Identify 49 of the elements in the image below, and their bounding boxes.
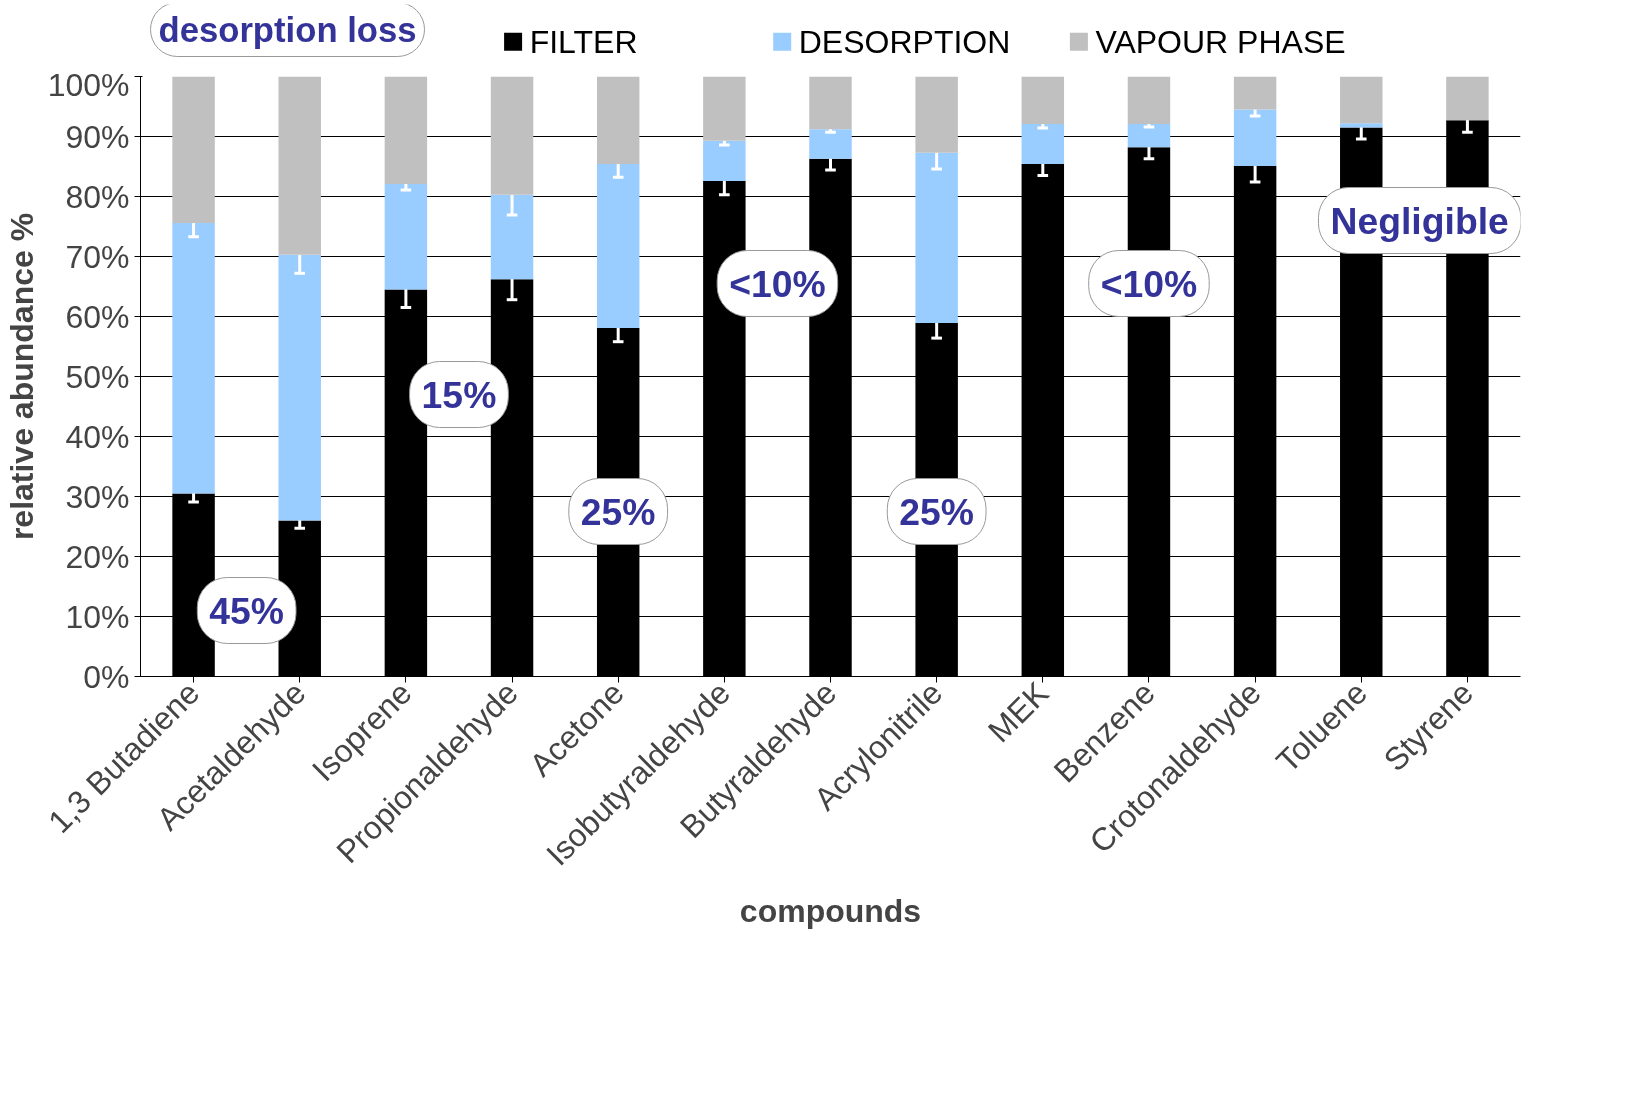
y-tick-label: 90% bbox=[65, 118, 130, 155]
bar bbox=[1021, 123, 1065, 165]
bar bbox=[384, 76, 428, 184]
annotation: 25% bbox=[580, 490, 656, 533]
bar bbox=[490, 194, 534, 280]
bar bbox=[1127, 76, 1171, 124]
bar bbox=[490, 76, 534, 195]
y-tick-label: 70% bbox=[65, 238, 130, 275]
bar bbox=[1233, 76, 1277, 110]
annotation: Negligible bbox=[1330, 199, 1509, 242]
bar bbox=[172, 222, 215, 494]
bar bbox=[809, 129, 852, 159]
bar bbox=[915, 152, 958, 324]
bar bbox=[596, 164, 640, 328]
y-tick-label: 50% bbox=[65, 358, 130, 395]
bar bbox=[1340, 123, 1383, 128]
annotation: 15% bbox=[421, 373, 497, 416]
annotation: 25% bbox=[899, 490, 975, 533]
bar bbox=[278, 254, 321, 521]
annotation: <10% bbox=[729, 262, 826, 305]
bar bbox=[915, 76, 958, 153]
annotation: <10% bbox=[1100, 262, 1198, 305]
annotation: 45% bbox=[209, 589, 285, 632]
bar bbox=[278, 76, 321, 255]
bar bbox=[809, 76, 852, 130]
y-tick-label: 0% bbox=[83, 658, 130, 695]
y-tick-label: 100% bbox=[47, 66, 130, 103]
y-tick-label: 10% bbox=[65, 598, 130, 635]
legend-label: VAPOUR PHASE bbox=[1095, 23, 1346, 60]
bar bbox=[172, 76, 215, 223]
bar bbox=[703, 76, 746, 141]
y-tick-label: 30% bbox=[65, 478, 130, 515]
legend-label: FILTER bbox=[529, 23, 638, 60]
bar bbox=[1127, 123, 1171, 148]
bar bbox=[596, 76, 640, 165]
y-axis-title: relative abundance % bbox=[3, 212, 40, 541]
x-axis-title: compounds bbox=[739, 893, 922, 930]
bar bbox=[1233, 109, 1277, 166]
bar bbox=[1021, 76, 1065, 124]
bar bbox=[1446, 76, 1489, 121]
y-tick-label: 20% bbox=[65, 538, 130, 575]
legend-label: DESORPTION bbox=[798, 23, 1011, 60]
bar bbox=[384, 183, 428, 290]
y-tick-label: 80% bbox=[65, 178, 130, 215]
y-tick-label: 40% bbox=[65, 418, 130, 455]
bar bbox=[703, 140, 746, 181]
text: desorption loss bbox=[158, 10, 417, 49]
bar bbox=[1340, 76, 1383, 124]
y-tick-label: 60% bbox=[65, 298, 130, 335]
